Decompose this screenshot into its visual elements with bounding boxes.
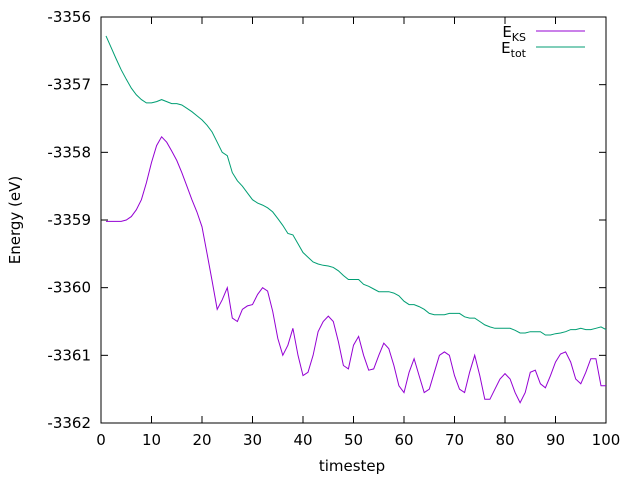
x-tick-label: 50 [344,431,363,449]
y-tick-label: -3359 [47,211,91,229]
x-tick-label: 80 [495,431,514,449]
y-tick-label: -3361 [47,346,91,364]
x-axis-label: timestep [319,457,385,475]
series-layer [105,35,607,404]
x-tick-label: 60 [394,431,413,449]
y-tick-label: -3357 [47,76,91,94]
x-tick-label: 70 [445,431,464,449]
x-tick-label: 90 [546,431,565,449]
y-tick-label: -3362 [47,414,91,432]
legend-subscript: tot [511,47,527,60]
plot-frame [100,16,607,424]
series-line-ks [106,135,606,404]
x-tick-label: 10 [142,431,161,449]
y-tick-label: -3360 [47,279,91,297]
x-tick-label: 100 [592,431,621,449]
legend-subscript: KS [512,31,526,44]
x-tick-label: 0 [96,431,106,449]
x-tick-label: 30 [243,431,262,449]
series-line-tot [105,35,607,336]
x-axis-ticks: 0 10 20 30 40 50 60 70 80 90 100 [96,17,620,449]
y-tick-label: -3356 [47,8,91,26]
y-axis-label: Energy (eV) [6,176,24,264]
x-tick-label: 40 [293,431,312,449]
y-tick-label: -3358 [47,143,91,161]
x-tick-label: 20 [192,431,211,449]
y-axis-ticks: -3356 -3357 -3358 -3359 -3360 -3361 -3362 [47,8,606,432]
